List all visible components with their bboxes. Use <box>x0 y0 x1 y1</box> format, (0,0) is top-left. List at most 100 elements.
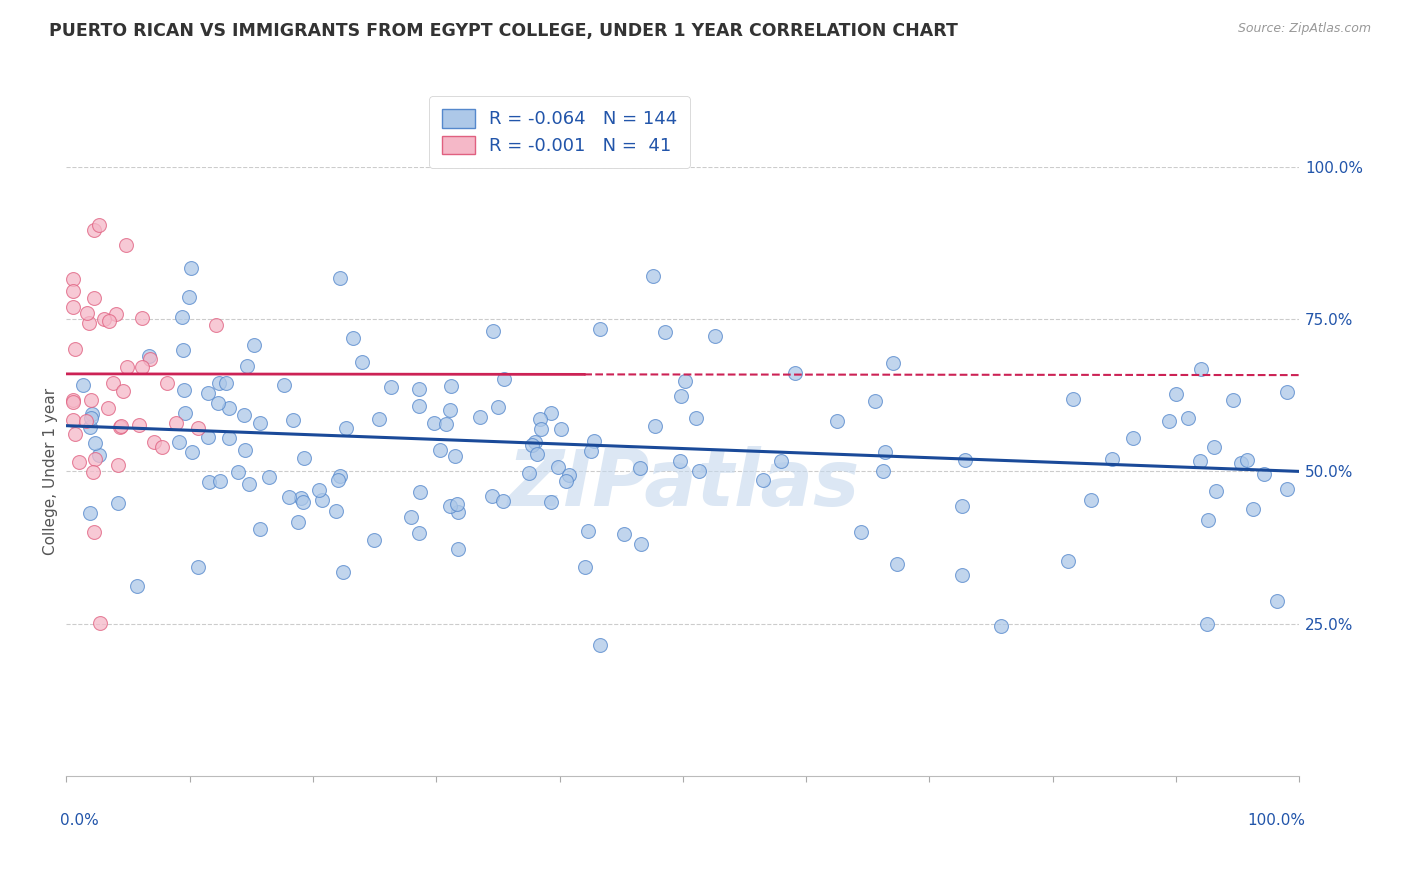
Point <box>1197 513 1219 527</box>
Point <box>226 465 249 479</box>
Point <box>131 359 153 374</box>
Point <box>77 316 100 330</box>
Point <box>447 542 470 557</box>
Point <box>329 468 352 483</box>
Point <box>703 329 725 343</box>
Point <box>574 560 596 574</box>
Point <box>62 394 84 409</box>
Point <box>93 311 115 326</box>
Point <box>470 410 492 425</box>
Point <box>207 396 229 410</box>
Point <box>408 382 430 396</box>
Point <box>243 338 266 352</box>
Point <box>107 458 129 472</box>
Point <box>115 359 138 374</box>
Point <box>1253 467 1275 482</box>
Point <box>292 494 315 508</box>
Point <box>668 453 690 467</box>
Point <box>613 527 636 541</box>
Point <box>950 499 973 513</box>
Point <box>446 505 468 519</box>
Point <box>290 491 312 506</box>
Point <box>630 536 652 550</box>
Point <box>67 455 90 469</box>
Point <box>1189 362 1212 376</box>
Point <box>863 394 886 409</box>
Point <box>197 385 219 400</box>
Point <box>368 412 391 426</box>
Point <box>408 525 430 540</box>
Point <box>1057 554 1080 568</box>
Point <box>170 310 193 325</box>
Point <box>492 372 515 386</box>
Point <box>576 524 599 538</box>
Point <box>669 389 692 403</box>
Point <box>97 401 120 416</box>
Point <box>654 325 676 339</box>
Point <box>872 464 894 478</box>
Point <box>181 444 204 458</box>
Legend: R = -0.064   N = 144, R = -0.001   N =  41: R = -0.064 N = 144, R = -0.001 N = 41 <box>429 96 690 168</box>
Point <box>547 459 569 474</box>
Point <box>80 393 103 408</box>
Point <box>439 499 461 513</box>
Point <box>63 427 86 442</box>
Text: Source: ZipAtlas.com: Source: ZipAtlas.com <box>1237 22 1371 36</box>
Point <box>952 568 974 582</box>
Point <box>492 494 515 508</box>
Point <box>79 420 101 434</box>
Point <box>408 400 430 414</box>
Point <box>138 349 160 363</box>
Point <box>444 449 467 463</box>
Point <box>581 444 603 458</box>
Point <box>111 384 134 398</box>
Point <box>62 300 84 314</box>
Point <box>128 417 150 432</box>
Point <box>685 411 707 425</box>
Point <box>429 442 451 457</box>
Point <box>1122 431 1144 445</box>
Point <box>83 436 105 450</box>
Point <box>380 379 402 393</box>
Point <box>628 461 651 475</box>
Point <box>955 452 977 467</box>
Point <box>257 470 280 484</box>
Point <box>218 401 240 415</box>
Point <box>589 638 612 652</box>
Point <box>555 474 578 488</box>
Point <box>79 507 101 521</box>
Point <box>76 305 98 319</box>
Point <box>1222 393 1244 408</box>
Point <box>83 524 105 539</box>
Point <box>1197 616 1219 631</box>
Point <box>439 403 461 417</box>
Point <box>83 223 105 237</box>
Point <box>139 351 162 366</box>
Point <box>143 434 166 449</box>
Point <box>589 321 612 335</box>
Point <box>167 435 190 450</box>
Point <box>278 490 301 504</box>
Point <box>363 533 385 547</box>
Point <box>165 417 187 431</box>
Point <box>1166 387 1188 401</box>
Point <box>1202 440 1225 454</box>
Text: PUERTO RICAN VS IMMIGRANTS FROM EGYPT COLLEGE, UNDER 1 YEAR CORRELATION CHART: PUERTO RICAN VS IMMIGRANTS FROM EGYPT CO… <box>49 22 957 40</box>
Point <box>208 474 231 488</box>
Point <box>350 355 373 369</box>
Point <box>875 445 897 459</box>
Point <box>482 324 505 338</box>
Point <box>87 218 110 232</box>
Point <box>582 434 605 448</box>
Point <box>233 443 256 458</box>
Point <box>87 448 110 462</box>
Point <box>440 379 463 393</box>
Point <box>1230 456 1253 470</box>
Point <box>342 331 364 345</box>
Point <box>127 578 149 592</box>
Point <box>150 440 173 454</box>
Point <box>540 405 562 419</box>
Point <box>1101 451 1123 466</box>
Point <box>84 452 107 467</box>
Point <box>108 420 131 434</box>
